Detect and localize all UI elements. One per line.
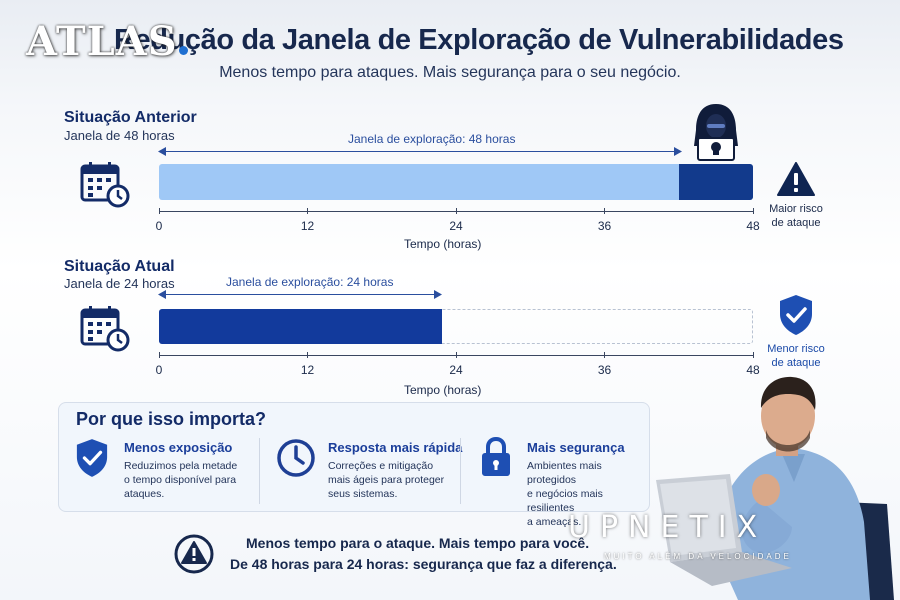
footer-line-1: Menos tempo para o ataque. Mais tempo pa… <box>246 535 590 551</box>
current-risk-label: Menor risco de ataque <box>760 342 832 370</box>
current-axis-tick <box>604 352 605 358</box>
why-item-line: e negócios mais resilientes <box>527 488 603 514</box>
why-item-line: Ambientes mais protegidos <box>527 460 602 486</box>
previous-window-arrow <box>162 151 678 152</box>
hacker-icon <box>694 104 738 161</box>
page-subtitle: Menos tempo para ataques. Mais segurança… <box>219 64 681 81</box>
current-axis-tick-label: 36 <box>597 363 612 377</box>
upnetix-tagline: MUITO ALÉM DA VELOCIDADE <box>604 552 792 561</box>
current-axis-title: Tempo (horas) <box>404 383 482 397</box>
previous-axis-tick <box>455 208 457 214</box>
calendar-clock-icon <box>80 306 130 352</box>
why-item-line: Correções e mitigação <box>328 460 434 472</box>
why-title: Por que isso importa? <box>76 409 267 429</box>
previous-axis-tick <box>158 208 160 214</box>
shield-check-icon <box>76 439 108 477</box>
previous-window-bar-end <box>679 164 753 200</box>
arrow-right-icon <box>434 290 442 299</box>
current-axis-tick <box>455 352 457 358</box>
current-axis-tick-label: 0 <box>155 363 163 377</box>
previous-axis-tick-label: 12 <box>300 219 315 233</box>
previous-axis-tick-label: 24 <box>449 219 463 233</box>
why-divider <box>259 438 260 504</box>
current-axis-tick-label: 48 <box>746 363 760 377</box>
current-axis-tick <box>752 352 754 358</box>
businessman-photo <box>656 376 894 600</box>
why-item-title: Resposta mais rápida <box>328 440 463 455</box>
why-item-line: a ameaças. <box>527 516 582 528</box>
why-item-title: Menos exposição <box>124 440 233 455</box>
previous-window-bar <box>159 164 753 200</box>
current-window-label: Janela de exploração: 24 horas <box>226 275 394 289</box>
calendar-clock-icon <box>80 162 130 208</box>
why-item-text: Correções e mitigação mais ágeis para pr… <box>328 459 456 501</box>
previous-axis-tick-label: 48 <box>746 219 760 233</box>
previous-axis-tick <box>604 208 605 214</box>
current-window-arrow <box>162 294 438 295</box>
previous-axis-title: Tempo (horas) <box>404 237 482 251</box>
current-window-bar <box>159 309 442 344</box>
previous-subtitle: Janela de 48 horas <box>64 128 175 143</box>
page-title: Redução da Janela de Exploração de Vulne… <box>114 24 844 56</box>
footer-line-2: De 48 horas para 24 horas: segurança que… <box>230 556 617 572</box>
previous-axis-tick-label: 0 <box>155 219 163 233</box>
risk-label-line: de ataque <box>771 217 821 229</box>
current-axis-tick <box>307 352 308 358</box>
previous-title: Situação Anterior <box>64 109 197 126</box>
previous-risk-label: Maior risco de ataque <box>760 202 832 230</box>
risk-label-line: Maior risco <box>769 203 823 215</box>
shield-check-icon <box>780 295 812 335</box>
previous-axis-tick-label: 36 <box>597 219 612 233</box>
current-axis-tick <box>158 352 160 358</box>
arrow-left-icon <box>158 290 166 299</box>
lock-icon <box>482 436 510 476</box>
current-title: Situação Atual <box>64 258 175 275</box>
why-card <box>58 402 650 512</box>
upnetix-logo: UPNETIX <box>568 510 768 545</box>
warning-circle-icon <box>174 534 214 574</box>
why-item-text: Reduzimos pela metade o tempo disponível… <box>124 459 254 501</box>
why-item-line: o tempo disponível para <box>124 474 237 486</box>
why-divider <box>460 438 461 504</box>
why-item-line: mais ágeis para proteger <box>328 474 445 486</box>
why-item-line: seus sistemas. <box>328 488 398 500</box>
previous-window-label: Janela de exploração: 48 horas <box>348 132 516 146</box>
previous-axis-tick <box>307 208 308 214</box>
why-item-line: ataques. <box>124 488 165 500</box>
risk-label-line: de ataque <box>771 357 821 369</box>
why-item-title: Mais segurança <box>527 440 625 455</box>
why-item-line: Reduzimos pela metade <box>124 460 238 472</box>
current-subtitle: Janela de 24 horas <box>64 276 175 291</box>
warning-icon <box>777 162 815 196</box>
arrow-right-icon <box>674 147 682 156</box>
atlas-logo: ATLAS <box>26 18 188 65</box>
clock-icon <box>277 439 315 477</box>
arrow-left-icon <box>158 147 166 156</box>
previous-axis-tick <box>752 208 754 214</box>
risk-label-line: Menor risco <box>767 343 825 355</box>
current-axis-tick-label: 12 <box>300 363 315 377</box>
current-axis-tick-label: 24 <box>449 363 463 377</box>
logo-dot <box>178 46 188 55</box>
why-item-text: Ambientes mais protegidos e negócios mai… <box>527 459 649 529</box>
